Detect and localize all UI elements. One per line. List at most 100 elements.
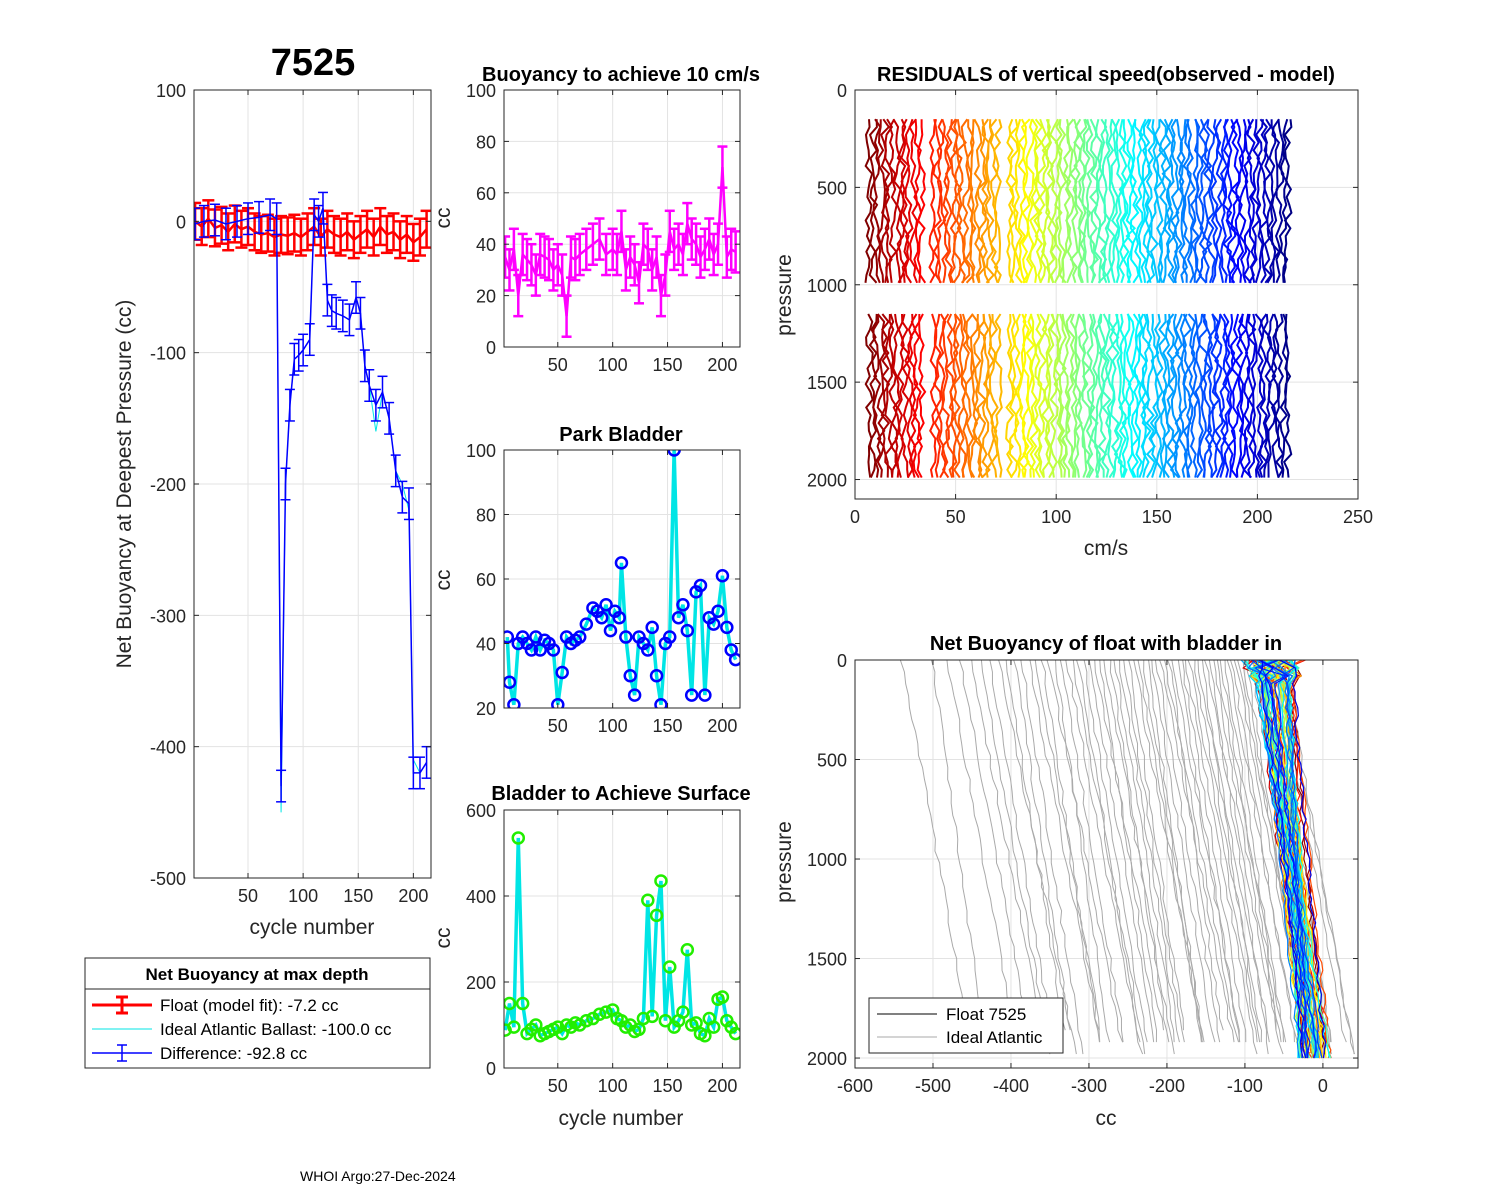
- residuals-chart: 0 50 100 150 200 250 0 500 1000 1500 2000: [807, 81, 1373, 527]
- surface-point: [511, 831, 526, 845]
- residual-profile: [1149, 313, 1160, 478]
- errorbar-point: [317, 191, 328, 225]
- residual-profile: [1206, 313, 1216, 478]
- residual-profile: [1145, 118, 1156, 284]
- y-tick-label: 1500: [807, 950, 847, 970]
- errorbar-point: [344, 303, 355, 337]
- ideal-profile: [1226, 660, 1298, 1043]
- park-point: [555, 665, 569, 680]
- residual-profile: [993, 313, 1003, 478]
- y-tick-label: 500: [817, 751, 847, 771]
- ax2-ylabel: cc: [432, 208, 455, 229]
- park-point: [551, 698, 565, 708]
- ax3-title: Park Bladder: [559, 424, 683, 446]
- float-profile: [1258, 660, 1304, 1059]
- y-tick-label: 100: [466, 81, 496, 101]
- ideal-profile: [1182, 660, 1247, 1043]
- residual-profile: [973, 118, 983, 284]
- ideal-profile: [1187, 660, 1258, 1043]
- ideal-profile: [1197, 660, 1270, 1043]
- errorbar-point: [280, 467, 291, 501]
- residual-profile: [960, 118, 971, 284]
- errorbar-point: [289, 342, 300, 376]
- park-point: [667, 450, 681, 457]
- residual-profile: [1230, 118, 1241, 283]
- footer-text: WHOI Argo:27-Dec-2024: [300, 1168, 456, 1184]
- ax5-xlabel: cm/s: [1084, 537, 1128, 560]
- residual-profile: [1008, 119, 1019, 284]
- y-tick-label: -300: [150, 606, 186, 626]
- park-point: [693, 578, 708, 593]
- errorbar-point: [327, 214, 340, 255]
- park-point: [706, 617, 721, 631]
- residual-profile: [1110, 118, 1120, 284]
- x-tick-label: -400: [993, 1076, 1029, 1096]
- residual-profile: [868, 119, 879, 284]
- ideal-profile: [1109, 660, 1170, 1043]
- ideal-profile: [946, 660, 1013, 1031]
- residual-profile: [1097, 118, 1108, 284]
- errorbar-point: [281, 216, 294, 256]
- residual-profile: [1129, 118, 1140, 284]
- park-point: [715, 569, 730, 583]
- residual-profile: [1250, 119, 1261, 283]
- axes-frame: 50 100 150 200 0 20 40 60 80 100: [466, 81, 741, 375]
- ideal-profile: [1216, 660, 1287, 1043]
- y-tick-label: 2000: [807, 471, 847, 491]
- errorbar-point: [304, 323, 315, 357]
- residual-profile: [1025, 118, 1035, 284]
- surface-point: [636, 1011, 651, 1026]
- errorbar-point: [265, 198, 276, 232]
- residual-profile: [1094, 313, 1104, 478]
- ideal-profile: [1204, 660, 1277, 1031]
- ideal-profile: [1224, 660, 1284, 1043]
- x-tick-label: 150: [343, 886, 373, 906]
- net-buoyancy-chart: 50 100 150 200 -500 -400 -300 -200 -100 0 100: [150, 81, 432, 906]
- residual-profile: [1013, 313, 1023, 478]
- residual-profile: [868, 313, 878, 478]
- residual-profile: [872, 118, 882, 284]
- residual-profile: [1077, 118, 1088, 284]
- ideal-profile: [1013, 660, 1071, 1031]
- residual-profile: [936, 118, 947, 284]
- errorbar-point: [581, 227, 592, 272]
- errorbar-point: [397, 480, 408, 514]
- residual-profile: [1250, 313, 1260, 478]
- y-tick-label: -100: [150, 344, 186, 364]
- residual-profile: [876, 313, 886, 478]
- ideal-profile: [1005, 660, 1066, 1031]
- residual-profile: [952, 313, 962, 479]
- errorbar-point: [594, 217, 605, 261]
- residual-profile: [992, 118, 1003, 284]
- residual-profile: [1045, 313, 1056, 479]
- residual-profile: [1177, 313, 1188, 478]
- surface-point: [676, 1005, 690, 1019]
- plot-area: [864, 118, 1293, 479]
- errorbar-point: [294, 217, 307, 257]
- surface-point: [715, 990, 730, 1004]
- errorbar-point: [574, 232, 585, 277]
- legend-ideal-label: Ideal Atlantic Ballast: -100.0 cc: [160, 1020, 392, 1039]
- park-point: [720, 620, 734, 635]
- residual-profile: [1270, 118, 1281, 283]
- residual-profile: [1118, 119, 1128, 284]
- y-tick-label: 200: [466, 973, 496, 993]
- park-point: [728, 652, 740, 667]
- errorbar-point: [209, 203, 220, 237]
- park-point: [619, 630, 633, 644]
- surface-point: [698, 1029, 712, 1043]
- errorbar-point: [194, 207, 201, 241]
- axes-box: [854, 89, 1359, 500]
- residual-profile: [1282, 119, 1293, 283]
- errorbar-point: [337, 299, 348, 333]
- ideal-profile: [1055, 660, 1111, 1043]
- ax6-xlabel: cc: [1096, 1107, 1117, 1130]
- ideal-profile: [989, 660, 1053, 1043]
- ideal-profile: [971, 660, 1045, 1043]
- ax5-title: RESIDUALS of vertical speed(observed - m…: [877, 64, 1335, 86]
- residual-profile: [932, 313, 942, 478]
- x-tick-label: 150: [653, 355, 683, 375]
- ax4-title: Bladder to Achieve Surface: [491, 783, 750, 805]
- ideal-profile: [1148, 660, 1203, 1043]
- park-point: [572, 630, 587, 644]
